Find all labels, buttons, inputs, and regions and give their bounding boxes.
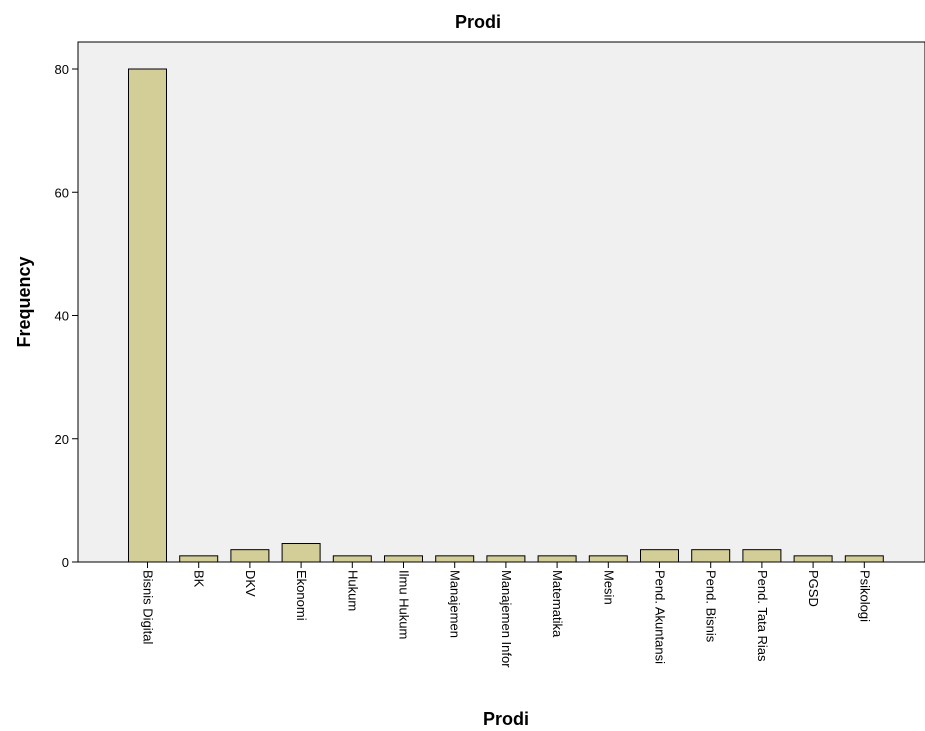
y-tick-label: 60 [55, 185, 69, 200]
x-category-label: Psikologi [857, 570, 872, 622]
x-category-label: Ilmu Hukum [397, 570, 412, 639]
x-category-label: Ekonomi [294, 570, 309, 621]
bar [384, 555, 423, 563]
x-category-label: Bisnis Digital [141, 570, 156, 645]
x-category-label: Matematika [550, 570, 565, 638]
bars-group [128, 68, 884, 563]
bar [332, 555, 372, 563]
bar [128, 68, 167, 563]
y-tick-label: 80 [55, 62, 69, 77]
x-axis-title: Prodi [483, 709, 529, 729]
x-category-label: Pend. Bisnis [704, 570, 719, 643]
bar [179, 555, 219, 563]
bar [435, 555, 475, 563]
y-tick-label: 0 [62, 555, 69, 570]
x-category-label: Pend. Tata Rias [755, 570, 770, 662]
bar [281, 543, 321, 563]
x-axis-ticks: Bisnis Digital BK DKV Ekonomi Hukum Ilmu Huku… [141, 562, 872, 668]
chart-title: Prodi [455, 12, 501, 32]
bar [793, 555, 833, 563]
bar [486, 555, 526, 563]
x-category-label: Manajemen [448, 570, 463, 638]
bar [588, 555, 628, 563]
y-axis-title: Frequency [14, 256, 34, 347]
y-axis-ticks: 0 20 40 60 80 [55, 62, 78, 570]
x-category-label: BK [192, 570, 207, 588]
bar [844, 555, 884, 563]
y-tick-label: 40 [55, 309, 69, 324]
bar [230, 549, 270, 563]
plot-area [77, 41, 925, 563]
x-category-label: Manajemen Infor [499, 570, 514, 668]
x-category-label: Pend. Akuntansi [653, 570, 668, 664]
x-category-label: DKV [243, 570, 258, 597]
bar [691, 549, 731, 563]
bar [640, 549, 679, 563]
bar [537, 555, 577, 563]
bar [742, 549, 782, 563]
x-category-label: Mesin [601, 570, 616, 605]
x-category-label: Hukum [345, 570, 360, 611]
x-category-label: PGSD [806, 570, 821, 607]
y-tick-label: 20 [55, 432, 69, 447]
